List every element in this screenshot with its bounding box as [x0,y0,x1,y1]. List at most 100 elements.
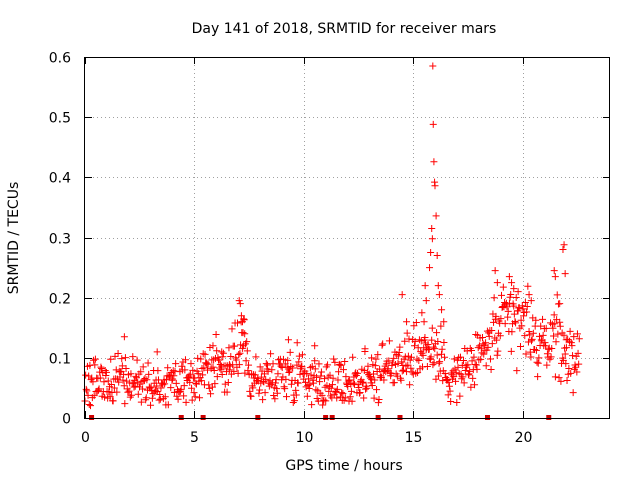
data-point [385,337,393,345]
data-point [396,343,404,351]
data-point [349,353,357,361]
data-point [362,385,370,393]
data-point [153,348,161,356]
data-point [435,359,443,367]
data-point [504,313,512,321]
data-point [447,397,455,405]
data-point [398,291,406,299]
data-point [556,300,564,308]
data-point [147,401,155,409]
data-point [573,368,581,376]
data-point [377,372,385,380]
data-point [456,353,464,361]
data-point [137,398,145,406]
data-point [284,356,292,364]
data-point [298,362,306,370]
data-point [537,322,545,330]
data-point [347,387,355,395]
data-point [428,324,436,332]
data-point [252,353,260,361]
data-point [316,378,324,386]
data-point [127,370,135,378]
data-point [249,384,257,392]
data-point [235,350,243,358]
data-point [295,352,303,360]
data-point [264,361,272,369]
data-point [260,370,268,378]
data-point [429,62,437,70]
data-point [153,382,161,390]
data-point [566,327,574,335]
data-point [550,267,558,275]
data-point [124,388,132,396]
data-point [341,394,349,402]
data-point [204,360,212,368]
data-point [471,381,479,389]
data-point [559,246,567,254]
data-point [452,369,460,377]
data-point [132,374,140,382]
data-point [98,365,106,373]
data-point [161,380,169,388]
data-point [541,339,549,347]
data-point [209,342,217,350]
data-point [303,370,311,378]
data-point [551,373,559,381]
data-point [378,341,386,349]
data-point [232,356,240,364]
data-point [100,378,108,386]
data-point [205,384,213,392]
data-point [433,252,441,260]
data-point [510,302,518,310]
data-point [371,376,379,384]
data-point [529,329,537,337]
data-point [172,360,180,368]
data-point [262,375,270,383]
data-point [181,366,189,374]
data-point [225,344,233,352]
data-point [491,315,499,323]
data-point [188,396,196,404]
data-point [467,346,475,354]
data-point [207,390,215,398]
data-point [283,363,291,371]
data-point [319,401,327,409]
data-point [346,393,354,401]
data-point [219,349,227,357]
data-point [172,379,180,387]
data-point [267,350,275,358]
data-point [434,337,442,345]
data-point [94,386,102,394]
data-point [488,326,496,334]
data-point [287,380,295,388]
data-point [390,354,398,362]
data-point [283,393,291,401]
data-point [221,380,229,388]
data-point [181,356,189,364]
data-point [380,376,388,384]
data-point [437,350,445,358]
data-point [246,387,254,395]
data-point [493,336,501,344]
data-point [395,352,403,360]
data-point [239,318,246,326]
data-point [501,320,509,328]
data-point [125,387,133,395]
data-point [482,339,490,347]
gap-marker [89,415,95,420]
data-point [431,182,439,190]
gap-marker [546,415,552,420]
data-point [145,370,153,378]
data-point [101,393,109,401]
data-point [209,363,217,371]
data-point [575,335,583,343]
data-point [129,353,137,361]
data-point [237,312,245,320]
data-point [282,375,290,383]
data-point [505,299,513,307]
data-point [494,347,502,355]
data-point [234,369,242,377]
data-point [511,318,519,326]
data-point [521,332,529,340]
